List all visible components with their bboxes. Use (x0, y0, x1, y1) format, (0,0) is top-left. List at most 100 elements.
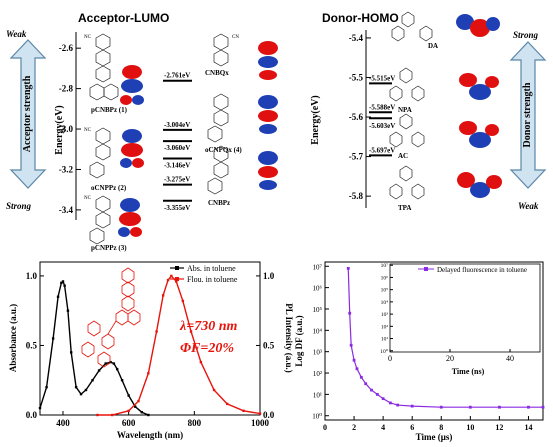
donor-level-label: -5.588eV (369, 103, 395, 111)
donor-y-tick-label: -5.7 (349, 152, 364, 162)
donor-label-da: DA (428, 42, 438, 50)
spectra-x-label: Wavelength (nm) (117, 430, 183, 440)
inset-y-tick-label: 10⁷ (381, 263, 389, 269)
spectra-point (69, 351, 73, 354)
decay-y-tick-label: 10⁶ (313, 285, 323, 293)
spectra-series (38, 274, 262, 417)
inset-x-tick-label: 20 (446, 354, 454, 363)
spectra-point (115, 367, 119, 371)
decay-point (375, 392, 379, 396)
spectra-point (212, 388, 216, 392)
acceptor-orbitals-right (258, 41, 278, 190)
spectra-point (112, 362, 116, 365)
spectra-point (258, 412, 262, 415)
spectra-point (199, 360, 203, 364)
spectra-x-tick-label: 1000 (251, 418, 270, 428)
decay-x-label: Time (μs) (416, 432, 453, 442)
decay-y-tick-label: 10¹ (313, 391, 322, 399)
legend-marker-abs (175, 266, 179, 270)
decay-x-tick-label: 0 (323, 423, 327, 432)
inset-y-tick-label: 10⁰ (380, 348, 389, 355)
decay-plot-frame (324, 261, 544, 421)
donor-y-tick-label: -5.8 (349, 191, 364, 201)
legend-label-fluo: Flou. in toluene (187, 275, 238, 284)
inset-y-tick-label: 10³ (381, 312, 389, 318)
substituent-nc-1: NC (84, 35, 92, 40)
decay-point (364, 382, 368, 386)
decay-point (468, 405, 472, 409)
spectra-point (61, 280, 65, 283)
molecule-label-cnbpz: CNBPz (208, 199, 230, 207)
acceptor-molecules-left (89, 33, 119, 245)
spectra-point (111, 413, 114, 417)
inset-frame (389, 263, 541, 353)
decay-point (349, 343, 353, 347)
spectra-point (96, 413, 99, 417)
decay-line (347, 268, 543, 408)
spectra-point (155, 330, 158, 333)
decay-x-tick-label: 8 (439, 423, 443, 432)
molecule-label-pcnbpz: pCNBPz (1) (91, 106, 128, 114)
decay-point (439, 405, 443, 409)
spectra-point (66, 309, 70, 312)
inset-legend-label: Delayed fluorescence in toluene (437, 266, 527, 274)
spectra-x-tick-label: 400 (56, 418, 70, 428)
acceptor-weak-label: Weak (6, 29, 27, 39)
decay-x-tick-label: 2 (352, 423, 356, 432)
donor-y-ticks: -5.4 -5.5 -5.6 -5.7 -5.8 (349, 33, 371, 201)
inset-y-tick-label: 10² (381, 324, 389, 330)
decay-point (359, 375, 363, 379)
spectra-point (38, 406, 42, 410)
quantum-yield-annotation: ΦF=20% (180, 341, 234, 356)
spectra-point (84, 388, 88, 392)
inset-x-tick-label: 0 (388, 354, 392, 363)
acceptor-molecules-right (207, 33, 229, 195)
decay-point (389, 401, 392, 405)
decay-panel: 0 2 4 6 8 10 12 14 10⁰ 10¹ 10² 10³ 10⁴ 10⁵ 10⁶ 10⁷ Time… (294, 261, 545, 442)
spectra-y-tick-label-left: 0.5 (26, 340, 38, 350)
decay-y-tick-label: 10³ (313, 349, 322, 357)
inset-x-label: Time (ns) (452, 367, 485, 376)
decay-x-tick-label: 6 (410, 423, 414, 432)
spectra-point (140, 411, 143, 414)
lambda-annotation: λ=730 nm (179, 319, 237, 334)
molecule-label-ocnppz: oCNPPz (2) (91, 184, 127, 192)
acceptor-level-label: -2.761eV (164, 72, 190, 80)
donor-level-label: -5.697eV (369, 146, 395, 154)
molecule-label-ocnpqx: oCNPQx (4) (205, 146, 242, 154)
donor-level-label: -5.515eV (369, 74, 395, 82)
decay-x-tick-label: 14 (524, 423, 532, 432)
spectra-point (109, 360, 112, 364)
spectra-point (120, 379, 124, 382)
donor-y-tick-label: -5.4 (349, 33, 364, 43)
decay-y-tick-label: 10⁵ (313, 306, 323, 314)
spectra-point (225, 402, 229, 406)
acceptor-level-label: -3.146eV (164, 162, 190, 170)
decay-x-tick-label: 4 (381, 423, 385, 432)
acceptor-level-label: -3.355eV (164, 204, 190, 212)
donor-title: Donor-HOMO (322, 11, 399, 25)
acceptor-y-ticks: -2.6 -2.8 -3.0 -3.2 -3.4 (59, 43, 81, 215)
spectra-point (127, 409, 130, 413)
donor-orbitals (456, 14, 502, 198)
spectra-point (175, 280, 178, 283)
inset-ticks: 0 20 40 10⁰ 10¹ 10² 10³ 10⁴ 10⁵ 10⁶ 10⁷ (380, 263, 514, 363)
acceptor-energy-levels: -2.761eV -3.004eV -3.060eV -3.146eV -3.275eV… (163, 72, 192, 212)
acceptor-panel: Acceptor-LUMO Acceptor strength Weak Str… (6, 11, 278, 252)
substituent-cn-1: CN (232, 35, 239, 40)
spectra-point (189, 330, 193, 333)
decay-series (346, 267, 545, 409)
acceptor-strength-arrow: Acceptor strength (9, 39, 47, 189)
legend-label-abs: Abs. in toluene (187, 264, 236, 273)
spectra-point (170, 274, 173, 278)
donor-y-label: Energy(eV) (310, 95, 321, 144)
decay-ticks: 0 2 4 6 8 10 12 14 10⁰ 10¹ 10² 10³ 10⁴ 10⁵ 10⁶ 10⁷ (312, 263, 532, 432)
acceptor-strong-label: Strong (6, 201, 32, 211)
spectra-line-1 (97, 274, 261, 416)
spectra-point (147, 413, 150, 417)
donor-panel: Donor-HOMO Energy(eV) -5.4-5.5-5.6-5.7-5… (310, 11, 547, 212)
spectra-point (51, 337, 55, 340)
acceptor-level-label: -3.275eV (164, 176, 190, 184)
